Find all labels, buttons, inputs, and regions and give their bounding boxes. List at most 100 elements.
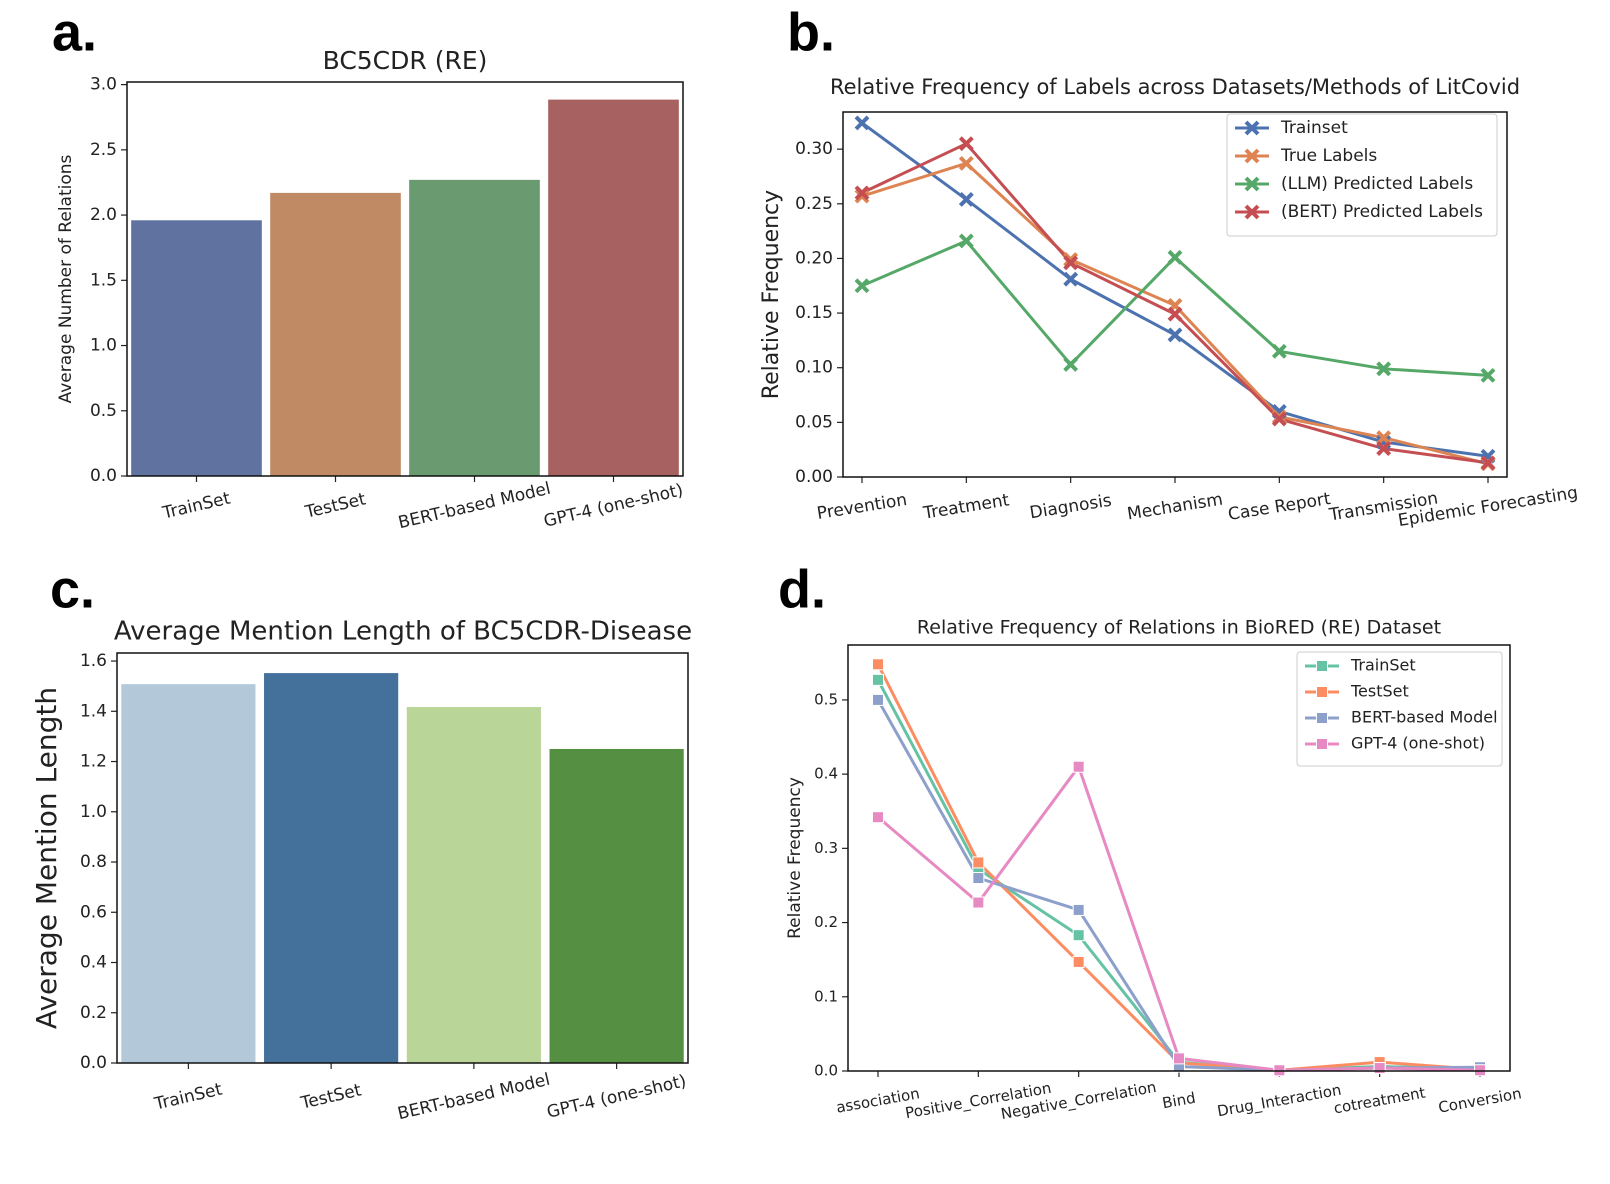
point <box>958 155 974 171</box>
point <box>1480 455 1496 471</box>
plot-frame <box>842 111 1508 478</box>
plot-frame <box>116 652 689 1064</box>
legend-label: (LLM) Predicted Labels <box>1281 174 1473 194</box>
legend-marker <box>1244 204 1260 220</box>
y-tick-label: 0.2 <box>80 1003 107 1023</box>
bar <box>270 192 401 476</box>
y-tick-label: 0.5 <box>814 690 838 708</box>
x-tick-label: BERT-based Model <box>396 479 552 534</box>
y-tick-label: 1.2 <box>80 752 107 772</box>
legend-label: (BERT) Predicted Labels <box>1281 202 1483 222</box>
point <box>958 136 974 152</box>
legend-marker <box>1316 686 1328 698</box>
y-tick-label: 1.6 <box>80 651 107 671</box>
series-line <box>877 763 1481 1072</box>
point <box>872 658 884 671</box>
chart-title: BC5CDR (RE) <box>323 46 488 75</box>
legend-box <box>1226 113 1498 237</box>
y-tick-label: 2.0 <box>90 205 117 225</box>
point <box>1072 760 1085 773</box>
bar <box>549 748 684 1063</box>
bar <box>131 220 262 476</box>
y-axis-label: Average Number of Relations <box>56 154 76 403</box>
point <box>1167 327 1183 343</box>
point <box>854 188 870 204</box>
legend-box <box>1296 651 1503 767</box>
point <box>972 856 985 869</box>
x-tick-label: Prevention <box>816 490 909 524</box>
legend-label: GPT-4 (one-shot) <box>1351 734 1485 753</box>
y-tick-label: 0.0 <box>90 466 117 486</box>
y-tick-label: 0.25 <box>795 194 833 214</box>
point <box>1167 249 1183 265</box>
y-tick-label: 2.5 <box>90 140 117 160</box>
y-tick-label: 1.0 <box>90 336 117 356</box>
x-tick-label: Mechanism <box>1126 490 1225 525</box>
y-tick-label: 3.0 <box>90 75 117 95</box>
legend-marker <box>1316 738 1328 750</box>
point <box>872 673 884 686</box>
bar <box>406 707 541 1063</box>
x-tick-label: Diagnosis <box>1028 491 1113 524</box>
point <box>854 185 870 201</box>
point <box>1063 252 1079 267</box>
panel-label: d. <box>778 559 826 619</box>
y-tick-label: 0.3 <box>814 839 838 857</box>
y-tick-label: 0.10 <box>795 358 833 378</box>
legend-label: True Labels <box>1280 146 1377 166</box>
y-tick-label: 0.0 <box>80 1053 107 1073</box>
panel-label: c. <box>50 559 95 619</box>
point <box>1480 367 1496 383</box>
point <box>1373 1062 1386 1075</box>
x-tick-label: Conversion <box>1437 1084 1523 1116</box>
point <box>1376 430 1392 446</box>
panel-label: b. <box>787 2 835 62</box>
point <box>1063 255 1079 271</box>
point <box>1063 271 1079 287</box>
x-tick-label: Drug_Interaction <box>1216 1081 1343 1122</box>
chart-title: Relative Frequency of Relations in BioRE… <box>917 617 1441 639</box>
chart-title: Relative Frequency of Labels across Data… <box>830 75 1520 99</box>
legend-label: TrainSet <box>1350 656 1416 675</box>
point <box>1072 955 1085 968</box>
bar <box>121 684 256 1063</box>
legend-marker <box>1244 120 1260 136</box>
y-tick-label: 0.5 <box>90 401 117 421</box>
y-tick-label: 1.0 <box>80 802 107 822</box>
plot-frame <box>847 644 1511 1072</box>
point <box>1072 929 1085 942</box>
legend-marker <box>1316 712 1328 724</box>
bar <box>264 673 399 1063</box>
point <box>972 896 985 909</box>
y-axis-label: Relative Frequency <box>785 777 805 939</box>
point <box>972 872 985 885</box>
y-tick-label: 0.30 <box>795 139 833 159</box>
point <box>1063 357 1079 372</box>
y-tick-label: 0.4 <box>80 953 107 973</box>
chart-title: Average Mention Length of BC5CDR-Disease <box>114 617 692 647</box>
point <box>1271 343 1287 359</box>
y-tick-label: 0.6 <box>80 902 107 922</box>
legend-marker <box>1244 148 1260 164</box>
y-axis-label: Average Mention Length <box>30 687 63 1029</box>
bar <box>548 99 679 476</box>
y-tick-label: 0.1 <box>814 987 838 1005</box>
legend-marker <box>1316 660 1328 672</box>
point <box>872 811 884 824</box>
bar <box>409 179 540 476</box>
point <box>1173 1052 1185 1065</box>
y-tick-label: 0.4 <box>814 765 838 783</box>
legend-marker <box>1244 176 1260 192</box>
y-tick-label: 1.5 <box>90 270 117 290</box>
y-tick-label: 0.05 <box>795 412 833 432</box>
point <box>1271 411 1287 427</box>
point <box>1376 441 1392 457</box>
x-tick-label: TrainSet <box>160 488 233 523</box>
point <box>872 693 884 706</box>
x-tick-label: TrainSet <box>152 1079 225 1114</box>
legend-label: TestSet <box>1350 682 1409 701</box>
point <box>1072 903 1085 916</box>
y-axis-label: Relative Frequency <box>759 190 784 399</box>
x-tick-label: Case Report <box>1227 489 1333 525</box>
